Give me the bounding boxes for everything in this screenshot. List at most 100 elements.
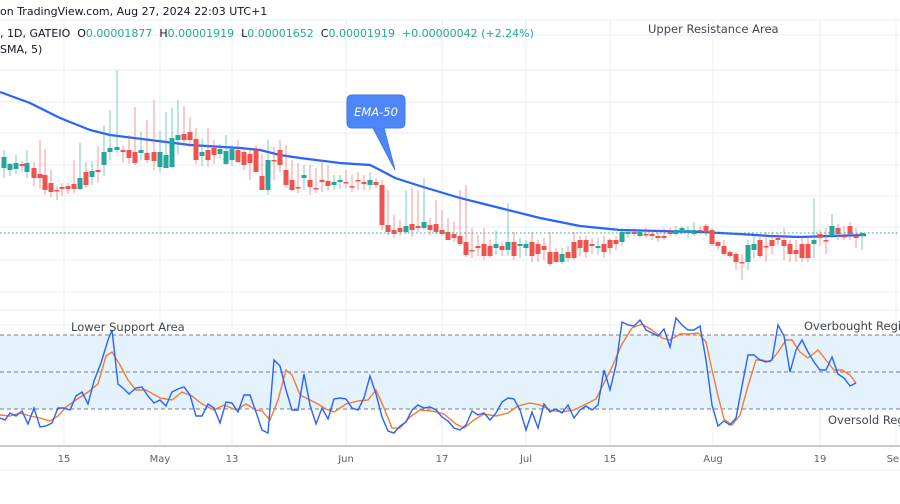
candle: [685, 226, 691, 238]
candle: [277, 140, 283, 172]
candle: [253, 145, 259, 172]
high-label: H: [159, 27, 168, 40]
candle: [95, 146, 101, 183]
candle: [42, 149, 48, 195]
candle: [667, 228, 673, 236]
candle: [715, 240, 721, 250]
candle: [649, 230, 655, 240]
candle: [271, 147, 277, 180]
candle: [613, 236, 619, 250]
time-axis-label: 15: [58, 454, 71, 465]
close-value: 0.00001919: [328, 27, 395, 40]
candle: [71, 160, 77, 193]
candle: [89, 161, 95, 185]
time-axis-label: May: [150, 454, 171, 465]
ema-50-callout[interactable]: EMA-50: [346, 94, 406, 171]
candle: [367, 172, 373, 190]
candle: [151, 100, 157, 170]
candle: [721, 240, 727, 256]
candle: [583, 236, 589, 258]
time-axis[interactable]: 15 May 13 Jun 17 Jul 15 Aug 19 Sep: [58, 454, 900, 465]
candle: [313, 168, 319, 193]
upper-resistance-label: Upper Resistance Area: [648, 22, 779, 36]
candle: [523, 240, 529, 256]
candle: [107, 110, 113, 160]
candle: [835, 224, 841, 240]
candle: [457, 190, 463, 246]
candle: [193, 128, 199, 164]
candle: [433, 200, 439, 234]
candle: [805, 236, 811, 262]
oscillator-level-lines: [0, 334, 900, 410]
candle: [547, 232, 553, 266]
candle: [499, 242, 505, 256]
candle: [697, 226, 703, 232]
candle: [703, 224, 709, 236]
candle: [132, 107, 138, 165]
time-axis-label: Jul: [519, 454, 532, 465]
candle: [48, 170, 54, 197]
candle: [511, 232, 517, 260]
candle: [493, 230, 499, 255]
candle: [169, 108, 175, 168]
time-axis-label: Sep: [887, 454, 900, 465]
candle: [811, 198, 817, 258]
open-label: O: [77, 27, 86, 40]
candle: [739, 254, 745, 280]
candle: [247, 148, 253, 180]
candle: [691, 222, 697, 236]
candle: [307, 165, 313, 195]
candle: [59, 183, 65, 196]
symbol-interval: , 1D, GATEIO: [0, 27, 71, 40]
candle: [319, 160, 325, 192]
candle: [463, 185, 469, 257]
candle: [751, 236, 757, 258]
candle: [126, 135, 132, 164]
candle: [65, 183, 71, 194]
candle: [289, 160, 295, 191]
candle: [77, 143, 83, 190]
candle: [235, 140, 241, 163]
candle: [373, 178, 379, 188]
candle: [83, 162, 89, 188]
candle: [571, 232, 577, 260]
candle: [205, 128, 211, 167]
candle: [343, 170, 349, 188]
candle: [553, 248, 559, 262]
candle: [157, 131, 163, 172]
candle: [775, 233, 781, 245]
candle: [403, 190, 409, 234]
candle: [679, 226, 685, 234]
time-axis-label: Aug: [703, 454, 723, 465]
candle: [487, 240, 493, 258]
candle: [601, 236, 607, 258]
candlestick-series[interactable]: [1, 70, 865, 280]
lower-support-label: Lower Support Area: [71, 320, 185, 334]
candle: [120, 145, 126, 163]
candle: [541, 238, 547, 260]
candle: [283, 145, 289, 188]
candle: [301, 165, 307, 190]
stochastic-k-line[interactable]: [0, 316, 857, 435]
candle: [817, 230, 823, 246]
candle: [661, 228, 667, 240]
candle: [361, 175, 367, 190]
candle: [415, 190, 421, 232]
candle: [199, 139, 205, 166]
oversold-label: Oversold Regi: [828, 413, 900, 427]
change-value: +0.00000042 (+2.24%): [401, 27, 534, 40]
candle: [138, 132, 144, 160]
candle: [144, 120, 150, 163]
time-axis-label: 13: [226, 454, 239, 465]
candle: [19, 161, 25, 172]
candle: [589, 238, 595, 254]
candle: [475, 235, 481, 256]
candle: [187, 117, 193, 147]
candle: [295, 163, 301, 193]
candle: [211, 140, 217, 164]
ohlc-legend: , 1D, GATEIO O0.00001877 H0.00001919 L0.…: [0, 27, 534, 40]
candle: [421, 178, 427, 230]
candle: [37, 140, 43, 188]
